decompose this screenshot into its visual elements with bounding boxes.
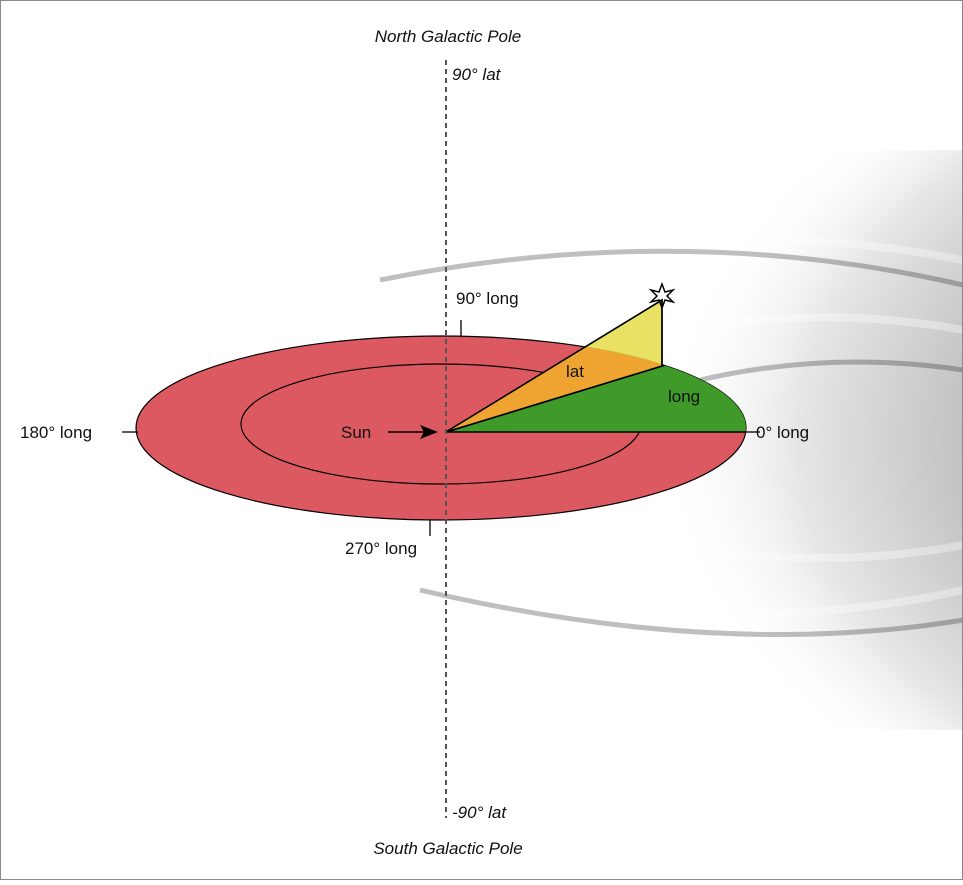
- ticks: [122, 320, 760, 536]
- long-270-label: 270° long: [345, 539, 417, 558]
- lat-top-label: 90° lat: [452, 65, 502, 84]
- lat-label: lat: [566, 362, 584, 381]
- south-pole-label: South Galactic Pole: [373, 839, 522, 858]
- latitude-outline: [445, 298, 663, 433]
- long-0-label: 0° long: [756, 423, 809, 442]
- star: [648, 281, 676, 311]
- long-label: long: [668, 387, 700, 406]
- lat-bottom-label: -90° lat: [452, 803, 507, 822]
- sun-label: Sun: [341, 423, 371, 442]
- long-90-label: 90° long: [456, 289, 519, 308]
- long-180-label: 180° long: [20, 423, 92, 442]
- sun-arrowhead: [420, 425, 438, 439]
- north-pole-label: North Galactic Pole: [375, 27, 521, 46]
